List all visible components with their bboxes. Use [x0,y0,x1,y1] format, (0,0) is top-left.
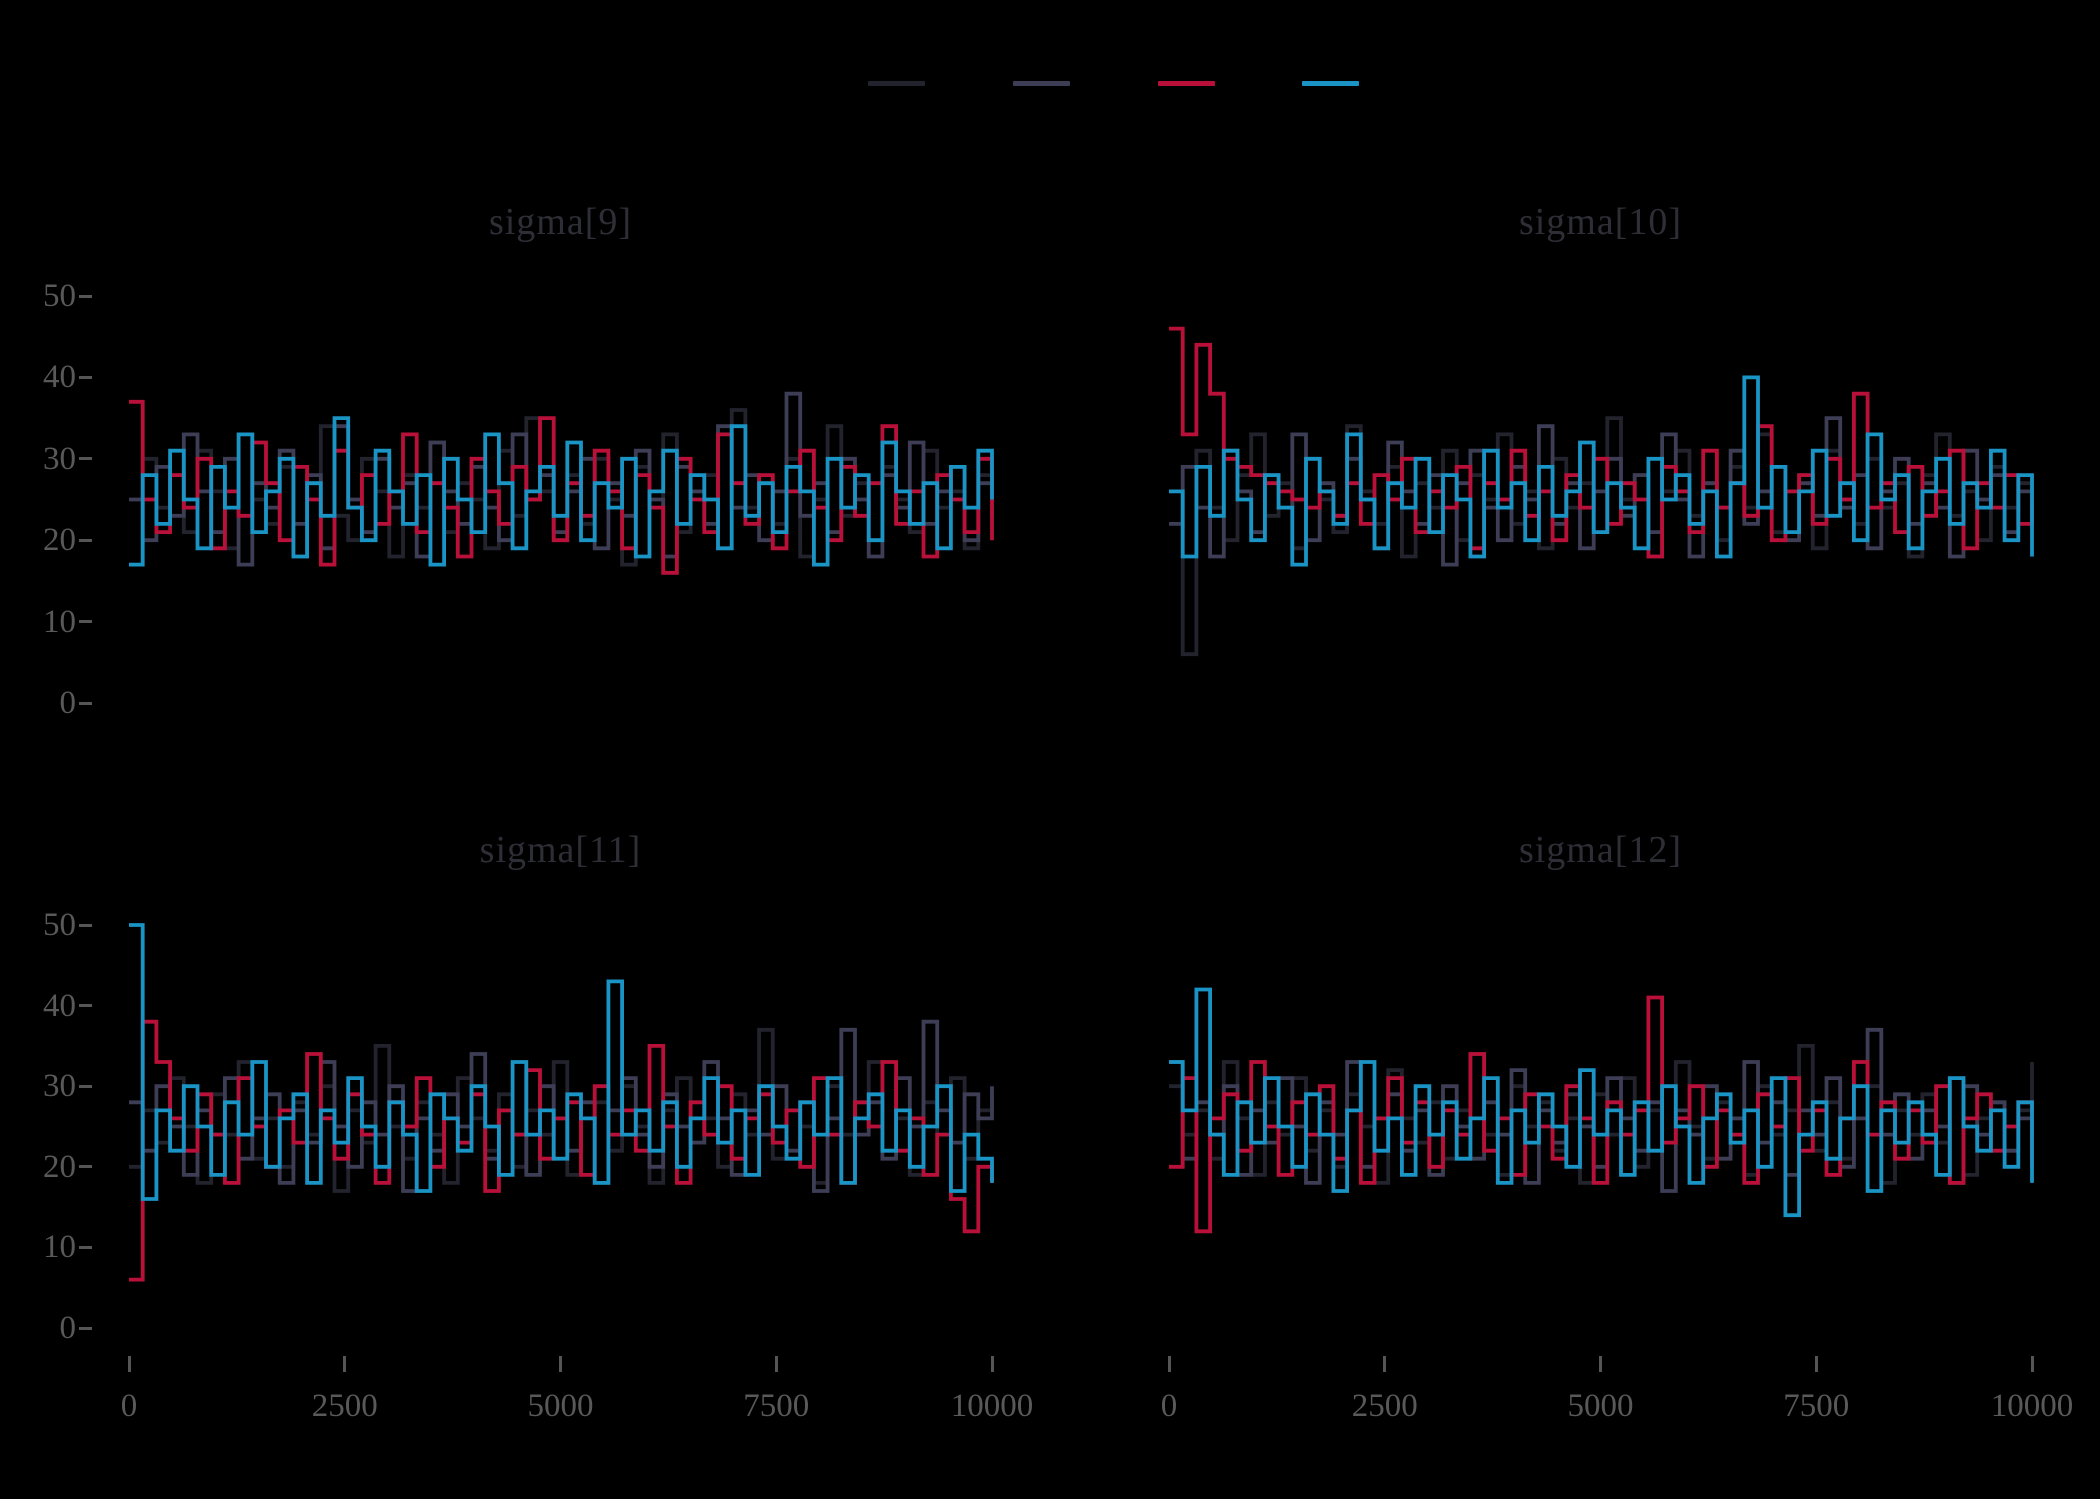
x-tick-label-0: 0 [120,1388,138,1424]
x-tick-label-2500: 2500 [1351,1388,1418,1424]
y-tick-label-40: 40 [43,359,76,396]
x-tick-mark [127,1356,131,1372]
x-tick-mark [343,1356,347,1372]
y-tick-label-0: 0 [59,1310,77,1346]
legend-swatch-chain-4 [1302,80,1359,86]
y-tick-label-30: 30 [43,440,76,477]
x-tick-label-7500: 7500 [1783,1388,1850,1424]
y-tick-mark [79,1084,92,1088]
x-tick-mark [1814,1356,1818,1372]
y-tick-mark [79,538,92,542]
trace-sigma[12]-chain-1 [1169,1044,2034,1185]
y-tick-mark [79,1326,92,1330]
x-tick-mark [774,1356,778,1372]
y-tick-label-50: 50 [43,278,76,314]
y-tick-label-20: 20 [43,1148,76,1185]
x-tick-mark [1383,1356,1387,1372]
trace-sigma[10]-chain-3 [1169,326,2034,559]
trace-plot-sigma10 [1169,326,2034,657]
trace-sigma[11]-chain-4 [129,923,994,1201]
trace-sigma[9]-chain-3 [129,399,994,575]
x-tick-label-2500: 2500 [311,1388,378,1424]
y-tick-label-40: 40 [43,987,76,1024]
y-tick-mark [79,1245,92,1249]
legend-swatch-chain-1 [868,80,925,86]
x-tick-mark [559,1356,562,1372]
trace-plot-sigma11 [129,923,994,1282]
x-tick-mark [1599,1356,1602,1372]
y-tick-label-0: 0 [59,685,77,721]
trace-sigma[10]-chain-2 [1169,416,2034,567]
x-tick-mark [1167,1356,1171,1372]
x-tick-label-7500: 7500 [743,1388,810,1424]
x-tick-label-10000: 10000 [950,1388,1034,1424]
y-tick-mark [79,375,92,379]
legend-swatch-chain-2 [1013,80,1070,86]
x-tick-label-0: 0 [1160,1388,1178,1424]
panel-title-sigma12: sigma[12] [1518,829,1683,871]
trace-plot-sigma12 [1169,987,2034,1234]
x-tick-label-10000: 10000 [1990,1388,2074,1424]
y-tick-mark [79,457,92,461]
panel-title-sigma9: sigma[9] [488,201,633,243]
y-tick-mark [79,294,92,298]
y-tick-mark [79,1165,92,1169]
y-tick-label-30: 30 [43,1068,76,1105]
y-tick-mark [79,620,92,624]
x-tick-label-5000: 5000 [527,1388,594,1424]
y-tick-label-10: 10 [43,1229,76,1266]
y-tick-mark [79,701,92,705]
trace-sigma[10]-chain-1 [1169,416,2034,657]
trace-plot-sigma9 [129,391,994,575]
trace-sigma[12]-chain-3 [1169,995,2034,1234]
trace-sigma[12]-chain-4 [1169,987,2034,1218]
y-tick-label-10: 10 [43,603,76,640]
y-tick-mark [79,923,92,927]
y-tick-label-50: 50 [43,907,76,943]
trace-sigma[11]-chain-2 [129,1019,994,1193]
y-tick-label-20: 20 [43,522,76,559]
panel-title-sigma11: sigma[11] [479,829,642,871]
legend-swatch-chain-3 [1158,80,1215,86]
trace-sigma[11]-chain-1 [129,1027,994,1193]
panel-title-sigma10: sigma[10] [1518,201,1683,243]
x-tick-mark [990,1356,994,1372]
trace-sigma[9]-chain-4 [129,416,994,567]
y-tick-mark [79,1004,92,1008]
x-tick-mark [2030,1356,2034,1372]
trace-sigma[10]-chain-4 [1169,375,2034,567]
x-tick-label-5000: 5000 [1567,1388,1634,1424]
